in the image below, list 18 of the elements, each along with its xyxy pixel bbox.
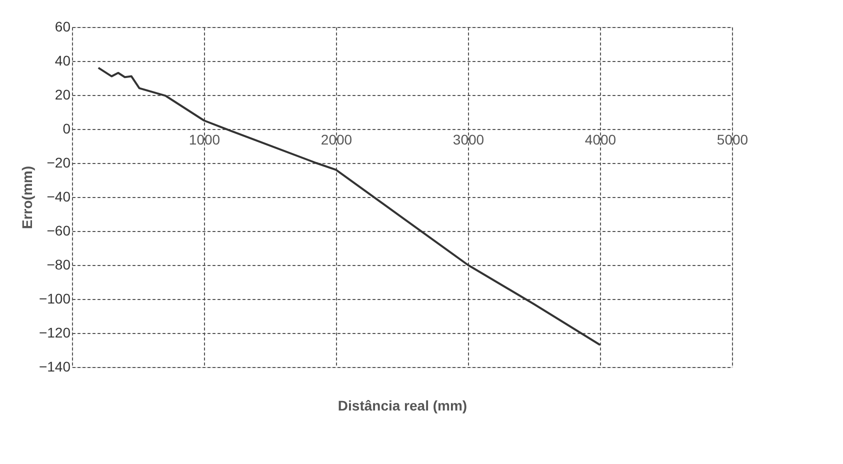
y-tick-label: −120 <box>38 324 71 340</box>
y-tick-label: −60 <box>46 222 71 238</box>
x-tick-label: 1000 <box>188 132 220 148</box>
y-tick-label: 60 <box>54 18 71 34</box>
y-tick-label: 20 <box>54 86 71 102</box>
x-axis-title: Distância real (mm) <box>338 398 468 414</box>
y-tick-label: −40 <box>46 188 71 204</box>
x-tick-label: 2000 <box>320 132 352 148</box>
y-tick-label: −100 <box>38 290 71 306</box>
y-tick-label: 40 <box>54 52 71 68</box>
y-tick-label: 0 <box>62 120 71 136</box>
x-tick-label: 5000 <box>716 132 748 148</box>
y-tick-label: −20 <box>46 154 71 170</box>
x-tick-label: 4000 <box>584 132 616 148</box>
x-tick-label: 3000 <box>452 132 484 148</box>
y-tick-label: −80 <box>46 256 71 272</box>
y-tick-label: −140 <box>38 358 71 374</box>
y-axis-title: Erro(mm) <box>18 166 35 230</box>
